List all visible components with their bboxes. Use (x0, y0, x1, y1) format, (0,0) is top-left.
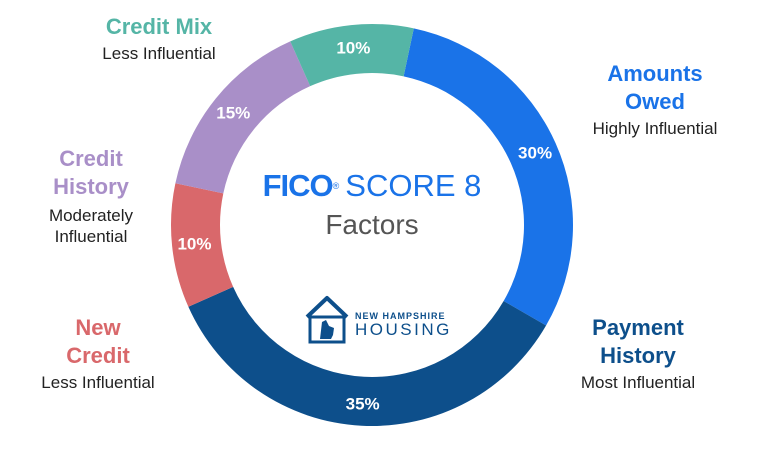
new-credit-influence: Less Influential (41, 373, 155, 392)
credit-history-name-line2: History (53, 174, 129, 199)
credit-history-influence-line2: Influential (54, 227, 128, 246)
amounts-owed-label: Amounts Owed Highly Influential (565, 60, 745, 139)
new-hampshire-housing-logo: NEW HAMPSHIRE HOUSING (303, 295, 449, 345)
credit-mix-label: Credit Mix Less Influential (74, 13, 244, 64)
amounts-owed-name-line2: Owed (625, 89, 685, 114)
slice-new-credit (170, 183, 234, 307)
slice-credit-mix (290, 24, 414, 87)
slice-label-new-credit: 10% (177, 235, 211, 254)
logo-line2: HOUSING (355, 320, 452, 339)
fico-registered-mark: ® (332, 181, 340, 191)
new-credit-name-line1: New (75, 315, 121, 340)
factors-subtitle: Factors (325, 209, 419, 240)
credit-mix-influence: Less Influential (102, 44, 216, 63)
new-credit-name-line2: Credit (66, 343, 130, 368)
credit-history-label: Credit History Moderately Influential (16, 145, 166, 247)
chart-title: FICO® SCORE 8 Factors (222, 168, 522, 244)
payment-history-label: Payment History Most Influential (553, 314, 723, 393)
slice-label-credit-mix: 10% (336, 38, 370, 57)
logo-line1: NEW HAMPSHIRE (355, 311, 446, 321)
credit-mix-name: Credit Mix (105, 14, 213, 39)
score-label: SCORE 8 (345, 168, 482, 203)
slice-label-amounts-owed: 30% (518, 143, 552, 162)
fico-brand: FICO (262, 168, 334, 203)
fico-score-line: FICO® SCORE 8 (222, 168, 522, 204)
new-hampshire-house-icon (305, 296, 349, 344)
payment-history-influence: Most Influential (580, 373, 696, 392)
payment-history-name-line2: History (600, 343, 676, 368)
new-credit-label: New Credit Less Influential (18, 314, 178, 393)
slice-label-credit-history: 15% (216, 104, 250, 123)
payment-history-name-line1: Payment (592, 315, 684, 340)
slice-payment-history (188, 286, 547, 426)
slice-label-payment-history: 35% (346, 394, 380, 413)
credit-history-influence-line1: Moderately (48, 206, 134, 225)
slice-credit-history (175, 41, 311, 194)
slice-amounts-owed (403, 28, 573, 326)
amounts-owed-influence: Highly Influential (592, 119, 718, 138)
credit-history-name-line1: Credit (59, 146, 123, 171)
amounts-owed-name-line1: Amounts (607, 61, 703, 86)
